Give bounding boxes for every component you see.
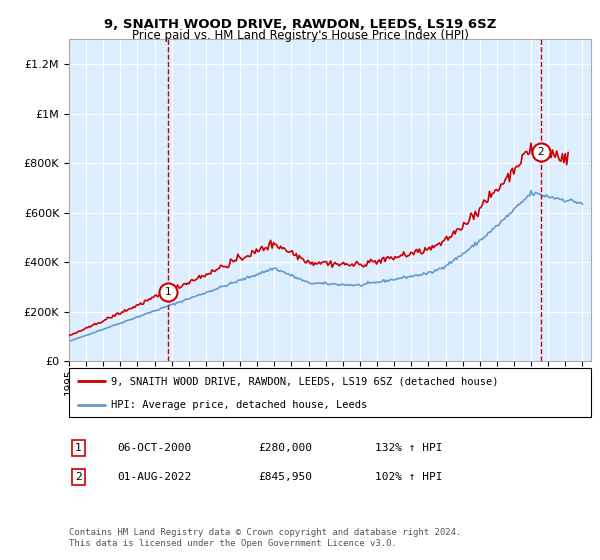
Text: 01-AUG-2022: 01-AUG-2022 xyxy=(117,472,191,482)
Text: 1: 1 xyxy=(164,287,171,297)
Text: 102% ↑ HPI: 102% ↑ HPI xyxy=(375,472,443,482)
Text: Price paid vs. HM Land Registry's House Price Index (HPI): Price paid vs. HM Land Registry's House … xyxy=(131,29,469,42)
Text: £845,950: £845,950 xyxy=(258,472,312,482)
Text: 2: 2 xyxy=(75,472,82,482)
Text: 132% ↑ HPI: 132% ↑ HPI xyxy=(375,443,443,453)
Text: 9, SNAITH WOOD DRIVE, RAWDON, LEEDS, LS19 6SZ (detached house): 9, SNAITH WOOD DRIVE, RAWDON, LEEDS, LS1… xyxy=(111,376,498,386)
Text: Contains HM Land Registry data © Crown copyright and database right 2024.
This d: Contains HM Land Registry data © Crown c… xyxy=(69,528,461,548)
Text: £280,000: £280,000 xyxy=(258,443,312,453)
Text: HPI: Average price, detached house, Leeds: HPI: Average price, detached house, Leed… xyxy=(111,400,367,410)
Text: 9, SNAITH WOOD DRIVE, RAWDON, LEEDS, LS19 6SZ: 9, SNAITH WOOD DRIVE, RAWDON, LEEDS, LS1… xyxy=(104,18,496,31)
Text: 1: 1 xyxy=(75,443,82,453)
Text: 06-OCT-2000: 06-OCT-2000 xyxy=(117,443,191,453)
FancyBboxPatch shape xyxy=(69,368,591,417)
Text: 2: 2 xyxy=(538,147,544,157)
